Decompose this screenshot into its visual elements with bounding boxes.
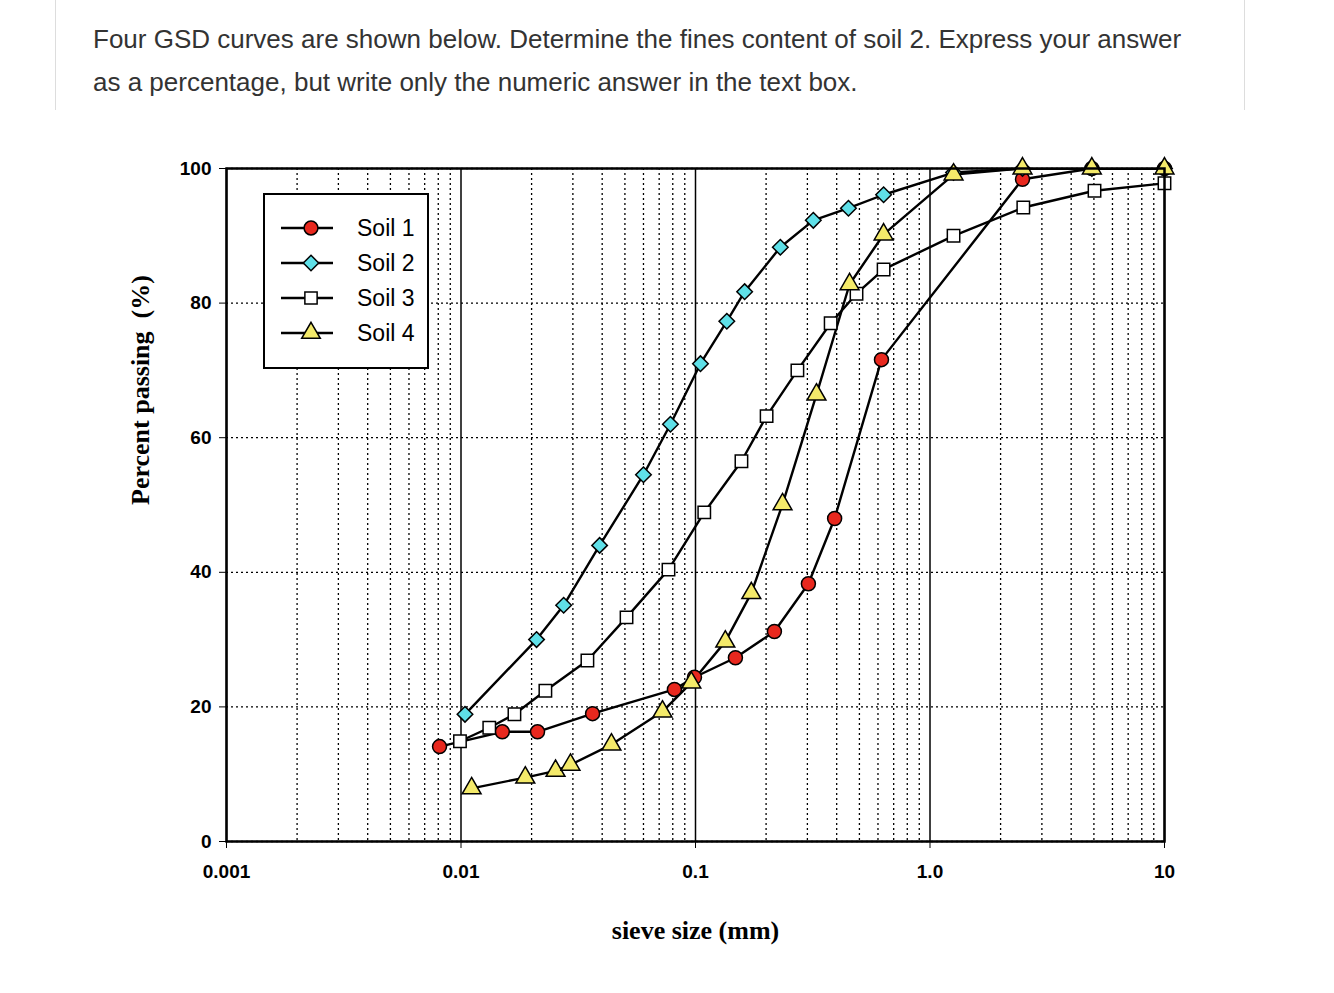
svg-text:60: 60: [190, 427, 211, 448]
svg-text:Soil 2: Soil 2: [357, 250, 415, 276]
svg-text:Soil 3: Soil 3: [357, 285, 415, 311]
svg-text:100: 100: [180, 158, 212, 179]
svg-text:40: 40: [190, 561, 211, 582]
svg-text:1.0: 1.0: [917, 861, 943, 882]
svg-text:80: 80: [190, 292, 211, 313]
svg-text:0: 0: [201, 831, 212, 852]
html-text:Four GSD curves are shown belo: Four GSD curves are shown below. Determi…: [93, 24, 1182, 97]
svg-text:sieve size (mm): sieve size (mm): [612, 916, 779, 945]
svg-text:Soil 4: Soil 4: [357, 320, 415, 346]
svg-text:0.1: 0.1: [682, 861, 709, 882]
svg-text:0.01: 0.01: [443, 861, 480, 882]
svg-text:10: 10: [1154, 861, 1175, 882]
svg-text:Percent passing (%): Percent passing (%): [126, 275, 155, 505]
svg-text:0.001: 0.001: [203, 861, 251, 882]
svg-text:20: 20: [190, 696, 211, 717]
svg-text:Soil 1: Soil 1: [357, 215, 415, 241]
